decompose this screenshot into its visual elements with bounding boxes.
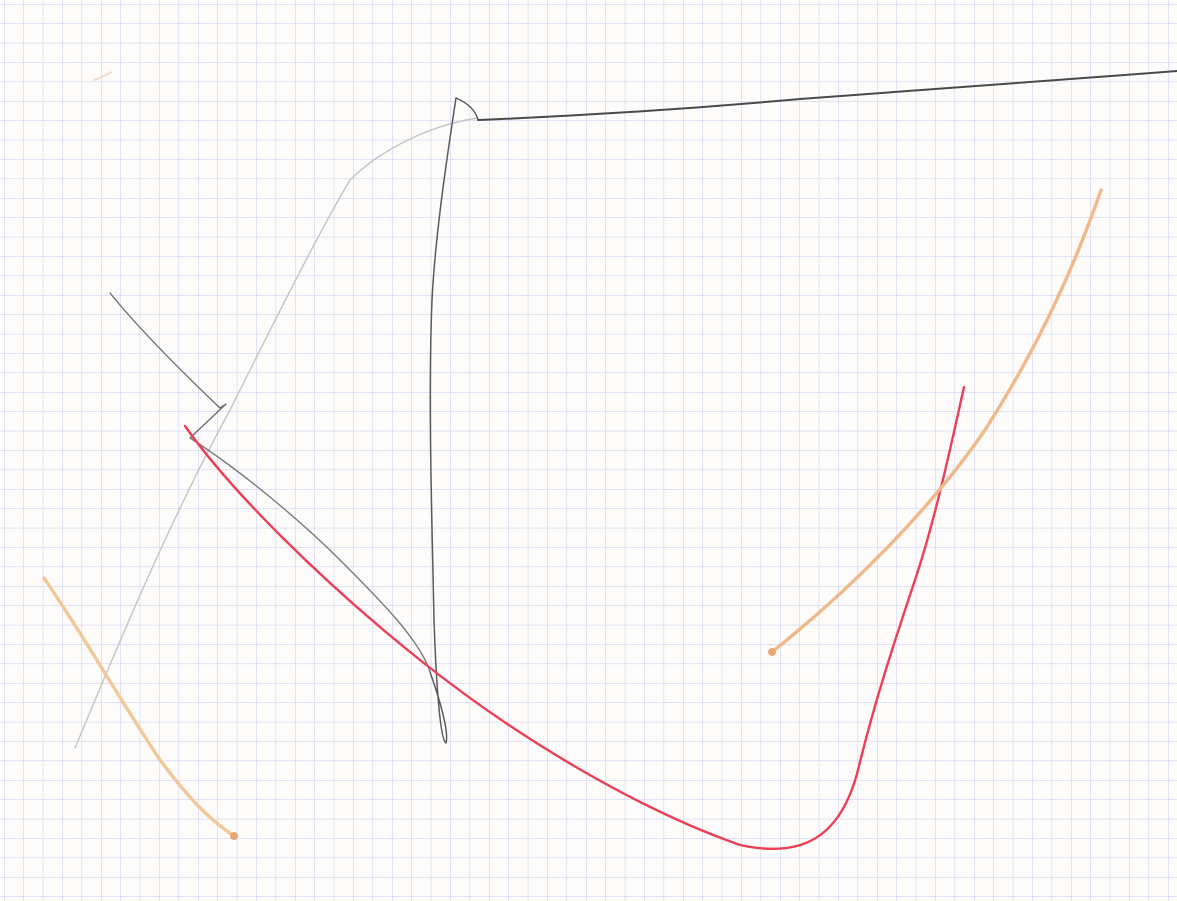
- pencil-top-hook: [455, 97, 479, 121]
- red-pen-curve: [183, 385, 966, 851]
- pencil-diagonal-upper: [109, 292, 227, 439]
- orange-right-stroke-dot: [768, 648, 776, 656]
- faint-orange-mark: [93, 71, 113, 81]
- pencil-vertical-line: [429, 97, 457, 744]
- dark-pencil-top-line: [477, 70, 1177, 121]
- pencil-lower-curve: [189, 437, 431, 673]
- light-pencil-arc: [74, 117, 479, 749]
- orange-right-stroke: [770, 188, 1103, 654]
- orange-left-stroke-dot: [230, 832, 238, 840]
- orange-left-stroke: [42, 576, 236, 838]
